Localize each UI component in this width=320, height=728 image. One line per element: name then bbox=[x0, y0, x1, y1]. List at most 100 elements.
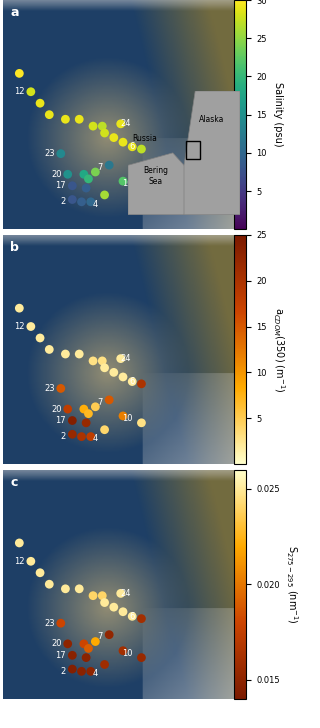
Point bbox=[88, 196, 93, 207]
Point bbox=[102, 597, 107, 609]
Point bbox=[93, 636, 98, 647]
Point bbox=[77, 114, 82, 125]
Point bbox=[84, 652, 89, 663]
Point bbox=[70, 180, 75, 191]
Point bbox=[102, 659, 107, 670]
Point bbox=[111, 366, 116, 379]
Point bbox=[28, 555, 33, 567]
Point bbox=[63, 114, 68, 125]
Text: 20: 20 bbox=[51, 639, 61, 649]
Text: 17: 17 bbox=[55, 416, 66, 425]
Point bbox=[139, 182, 144, 194]
Point bbox=[84, 182, 89, 194]
Point bbox=[63, 583, 68, 595]
Point bbox=[118, 118, 123, 130]
Point bbox=[58, 617, 63, 629]
Point bbox=[107, 629, 112, 641]
Text: 2: 2 bbox=[60, 432, 66, 441]
Point bbox=[81, 638, 86, 649]
Point bbox=[91, 590, 96, 601]
Point bbox=[47, 109, 52, 121]
Text: Alaska: Alaska bbox=[199, 115, 225, 124]
Text: 12: 12 bbox=[14, 557, 25, 566]
Point bbox=[17, 537, 22, 549]
Point bbox=[120, 606, 125, 617]
Point bbox=[47, 578, 52, 590]
Point bbox=[84, 417, 89, 429]
Text: b: b bbox=[10, 241, 19, 254]
Point bbox=[120, 136, 125, 148]
Text: 10: 10 bbox=[122, 414, 133, 423]
Text: 10: 10 bbox=[122, 179, 133, 188]
Point bbox=[37, 98, 43, 109]
Point bbox=[17, 68, 22, 79]
Text: 24: 24 bbox=[120, 119, 131, 128]
Point bbox=[100, 590, 105, 601]
Y-axis label: a$_{CDOM}$(350) (m$^{-1}$): a$_{CDOM}$(350) (m$^{-1}$) bbox=[271, 306, 286, 392]
Point bbox=[79, 665, 84, 677]
Text: Russia: Russia bbox=[132, 133, 157, 143]
Text: 20: 20 bbox=[51, 170, 61, 179]
Point bbox=[91, 120, 96, 132]
Point bbox=[120, 645, 125, 657]
Point bbox=[81, 168, 86, 180]
Point bbox=[102, 424, 107, 435]
Text: c: c bbox=[10, 475, 18, 488]
Point bbox=[93, 401, 98, 413]
Point bbox=[102, 127, 107, 139]
Point bbox=[120, 371, 125, 383]
Text: 6: 6 bbox=[130, 612, 135, 621]
Text: 4: 4 bbox=[93, 669, 98, 678]
Text: 4: 4 bbox=[93, 199, 98, 209]
Text: 12: 12 bbox=[14, 87, 25, 96]
Point bbox=[65, 168, 70, 180]
Point bbox=[88, 431, 93, 443]
Point bbox=[120, 175, 125, 187]
Point bbox=[70, 415, 75, 427]
Text: 6: 6 bbox=[130, 142, 135, 151]
Point bbox=[28, 86, 33, 98]
Point bbox=[139, 652, 144, 663]
Point bbox=[70, 194, 75, 205]
Point bbox=[70, 649, 75, 661]
Y-axis label: Salinity (psu): Salinity (psu) bbox=[273, 82, 284, 147]
Point bbox=[118, 353, 123, 365]
Point bbox=[120, 410, 125, 422]
Point bbox=[81, 403, 86, 415]
Text: 17: 17 bbox=[55, 181, 66, 190]
Point bbox=[118, 587, 123, 599]
Point bbox=[139, 143, 144, 155]
Text: 23: 23 bbox=[44, 149, 55, 158]
Text: 7: 7 bbox=[97, 397, 103, 407]
Point bbox=[139, 417, 144, 429]
Text: 23: 23 bbox=[44, 619, 55, 628]
Polygon shape bbox=[128, 153, 195, 215]
Point bbox=[100, 120, 105, 132]
Point bbox=[86, 408, 91, 419]
Point bbox=[17, 302, 22, 314]
Point bbox=[88, 665, 93, 677]
Point bbox=[47, 344, 52, 355]
Text: 20: 20 bbox=[51, 405, 61, 414]
Text: 6: 6 bbox=[130, 377, 135, 386]
Text: 24: 24 bbox=[120, 354, 131, 363]
Point bbox=[107, 159, 112, 171]
Point bbox=[130, 141, 135, 153]
Text: 12: 12 bbox=[14, 322, 25, 331]
Text: 23: 23 bbox=[44, 384, 55, 393]
Y-axis label: S$_{275-295}$ (nm$^{-1}$): S$_{275-295}$ (nm$^{-1}$) bbox=[284, 545, 299, 624]
Text: 17: 17 bbox=[55, 651, 66, 660]
Point bbox=[37, 332, 43, 344]
Point bbox=[139, 378, 144, 389]
Point bbox=[102, 189, 107, 201]
Point bbox=[130, 611, 135, 622]
Text: 7: 7 bbox=[97, 163, 103, 172]
Text: 4: 4 bbox=[93, 435, 98, 443]
Point bbox=[107, 394, 112, 405]
Point bbox=[86, 173, 91, 185]
Point bbox=[86, 643, 91, 654]
Point bbox=[63, 348, 68, 360]
Point bbox=[65, 638, 70, 649]
Point bbox=[93, 166, 98, 178]
Point bbox=[130, 376, 135, 387]
